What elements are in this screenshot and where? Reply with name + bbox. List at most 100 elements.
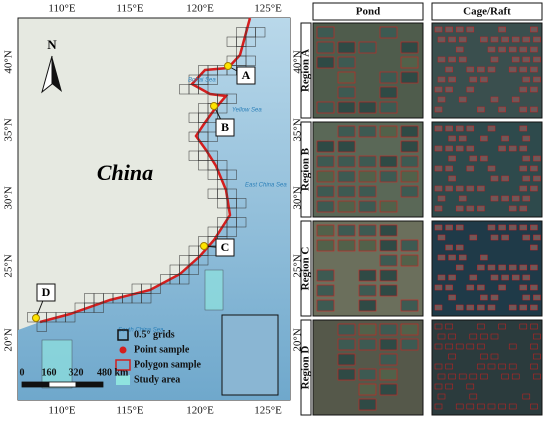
cage-polygon [434, 205, 443, 212]
cage-polygon [519, 304, 528, 311]
pond-polygon [316, 41, 335, 54]
cage-polygon [498, 224, 506, 231]
cage-polygon [522, 56, 531, 63]
cage-polygon [434, 145, 443, 152]
pond-polygon [400, 41, 419, 54]
site-label: A [242, 68, 251, 82]
cage-polygon [458, 135, 467, 142]
cage-polygon [490, 195, 499, 202]
cage-polygon [508, 145, 517, 152]
cage-polygon [466, 383, 475, 390]
legend-swatch [119, 346, 127, 354]
pond-polygon [358, 155, 377, 168]
pond-polygon [379, 155, 398, 168]
cage-polygon [487, 165, 496, 172]
pond-polygon [400, 71, 419, 84]
pond-polygon [379, 224, 398, 237]
pond-polygon [337, 200, 356, 213]
cage-polygon [519, 66, 528, 73]
scale-label: 320 [69, 367, 84, 378]
lon-label: 110°E [48, 405, 75, 417]
pond-polygon [358, 299, 377, 312]
cage-polygon [508, 403, 517, 410]
pond-polygon [358, 323, 377, 336]
cage-polygon [533, 155, 541, 162]
cage-polygon [490, 333, 499, 340]
pond-polygon [400, 125, 419, 138]
cage-polygon [498, 363, 506, 370]
sea-label: Yellow Sea [232, 108, 262, 114]
cage-polygon [434, 343, 443, 350]
cage-polygon [530, 304, 538, 311]
cage-polygon [522, 155, 531, 162]
pond-polygon [358, 41, 377, 54]
row-label-box [300, 319, 312, 416]
pond-polygon [337, 155, 356, 168]
cage-polygon [448, 135, 456, 142]
cage-polygon [477, 264, 485, 271]
cage-polygon [445, 165, 453, 172]
cage-polygon [437, 234, 446, 241]
grid-cell [198, 84, 209, 95]
legend-label: Study area [134, 374, 180, 385]
cage-polygon [508, 66, 517, 73]
pond-polygon [337, 41, 356, 54]
inset-map [221, 314, 279, 396]
pond-polygon [337, 140, 356, 153]
cage-polygon [530, 106, 538, 113]
cage-polygon [522, 135, 531, 142]
cage-polygon [519, 125, 528, 132]
pond-polygon [337, 170, 356, 183]
grid-cell [84, 302, 95, 313]
pond-polygon [379, 170, 398, 183]
cage-polygon [508, 205, 517, 212]
cage-polygon [511, 56, 520, 63]
cage-polygon [480, 333, 488, 340]
cage-polygon [437, 56, 446, 63]
pond-polygon [337, 323, 356, 336]
cage-polygon [469, 155, 478, 162]
cage-polygon [501, 135, 509, 142]
cage-polygon [445, 86, 453, 93]
pond-polygon [316, 200, 335, 213]
grid-cell [188, 264, 199, 275]
cage-polygon [458, 254, 467, 261]
scale-segment [48, 381, 77, 388]
pond-polygon [358, 224, 377, 237]
cage-polygon [434, 106, 443, 113]
cage-polygon [487, 46, 496, 53]
lon-label: 120°E [186, 3, 214, 15]
column-header-box [312, 2, 424, 21]
cage-polygon [434, 165, 443, 172]
cage-polygon [490, 294, 499, 301]
pond-polygon [316, 224, 335, 237]
cage-polygon [498, 403, 506, 410]
cage-polygon [530, 343, 538, 350]
lon-label: 125°E [254, 405, 282, 417]
pond-polygon [379, 323, 398, 336]
pond-polygon [379, 383, 398, 396]
grid-cell [55, 312, 66, 323]
cage-polygon [434, 363, 443, 370]
scale-segment [21, 381, 50, 388]
cage-polygon [448, 353, 456, 360]
cage-polygon [434, 185, 443, 192]
cage-polygon [530, 46, 538, 53]
site-star [224, 62, 232, 70]
cage-polygon [434, 304, 443, 311]
cage-polygon [455, 185, 464, 192]
pond-polygon [400, 299, 419, 312]
cage-polygon [498, 106, 506, 113]
cage-polygon [519, 165, 528, 172]
sites: A B C D [32, 62, 256, 322]
pond-polygon [337, 239, 356, 252]
cage-polygon [522, 195, 531, 202]
cage-polygon [530, 403, 538, 410]
row-label: Region A [300, 49, 312, 92]
site-box [236, 66, 256, 85]
row-label-box [300, 121, 312, 218]
column-header: Pond [356, 6, 380, 18]
cage-polygon [533, 234, 541, 241]
cage-polygon [530, 66, 538, 73]
pond-polygon [379, 86, 398, 99]
